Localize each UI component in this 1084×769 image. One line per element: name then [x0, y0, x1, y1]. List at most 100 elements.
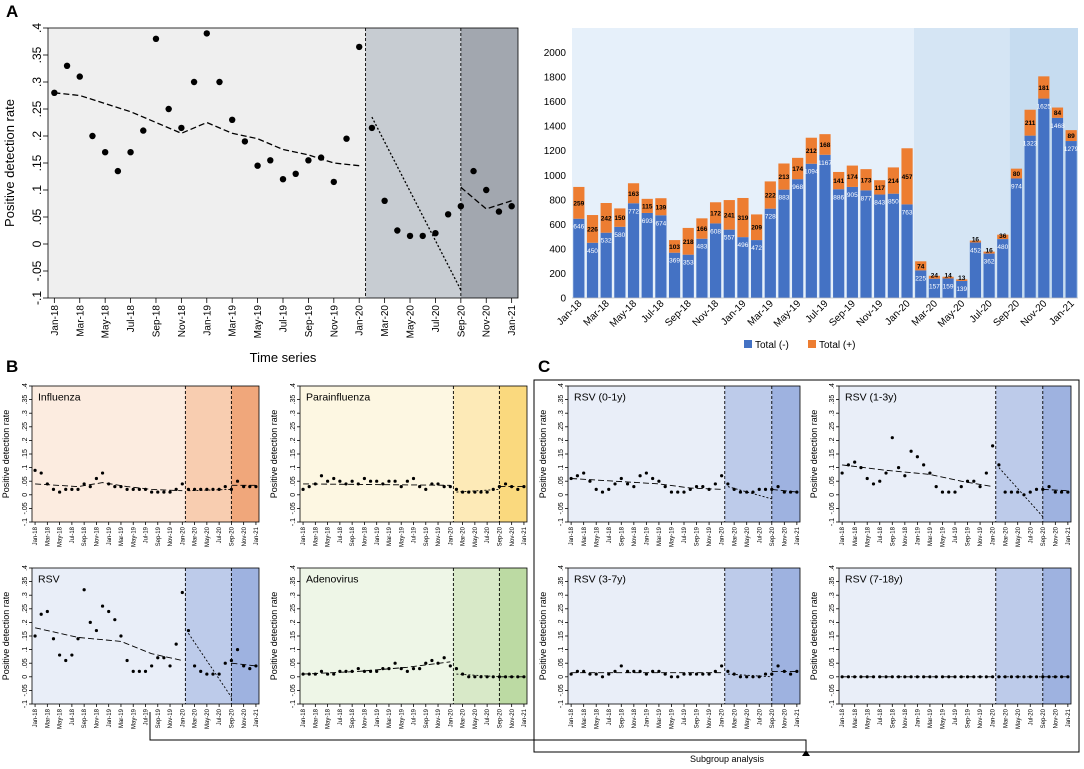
- data-point: [1066, 675, 1070, 679]
- y-tick-label: 0: [290, 675, 297, 679]
- x-tick-label: Jul-20: [757, 526, 763, 543]
- bar-positive: [805, 137, 817, 164]
- data-point: [495, 208, 503, 215]
- data-point: [448, 485, 452, 489]
- y-tick-label: .2: [558, 619, 565, 625]
- data-point: [45, 609, 49, 614]
- bar-negative-label: 772: [628, 208, 639, 215]
- data-point: [350, 479, 354, 483]
- data-point: [88, 485, 92, 489]
- x-tick-label: Jan-20: [180, 708, 186, 727]
- bar-positive-label: 141: [833, 178, 844, 185]
- data-point: [338, 669, 342, 673]
- x-tick-label: Jan-20: [180, 526, 186, 545]
- bar-negative-label: 886: [833, 194, 844, 201]
- data-point: [479, 490, 483, 494]
- y-tick-label: .4: [290, 383, 297, 389]
- bar-positive-label: 84: [1054, 110, 1062, 117]
- C_rsv_7_18-chart: -.1 -.05 0 .05 .1 .15 .2 .25 .3 .35 .4 Jan-18 Mar-18…: [809, 565, 1072, 729]
- data-point: [343, 135, 350, 142]
- data-point: [190, 78, 198, 86]
- x-tick-label: Jul-18: [126, 305, 137, 333]
- data-point: [991, 675, 995, 679]
- x-tick-label: May-20: [406, 305, 417, 339]
- data-point: [575, 669, 580, 673]
- data-point: [430, 658, 434, 663]
- data-point: [70, 653, 74, 657]
- x-tick-label: May-19: [941, 708, 947, 729]
- x-tick-label: Jan-18: [33, 526, 39, 545]
- y-tick-label: 0: [829, 675, 836, 679]
- x-tick-label: Jan-18: [840, 526, 846, 545]
- data-point: [890, 675, 894, 679]
- bar-positive-label: 214: [888, 178, 899, 185]
- x-tick-label: May-19: [670, 708, 676, 729]
- subgroup-label: Subgroup analysis: [690, 754, 765, 764]
- bar-positive: [573, 186, 585, 219]
- y-tick-label: .3: [558, 592, 565, 598]
- data-point: [928, 471, 932, 475]
- bar-positive: [751, 214, 763, 241]
- x-tick-label: Jul-19: [682, 526, 688, 543]
- panel-title: RSV (0-1y): [574, 392, 626, 404]
- y-tick-label: 0: [829, 493, 836, 497]
- x-tick-label: Jul-20: [1028, 526, 1034, 543]
- data-point: [313, 482, 317, 486]
- y-tick-label: .25: [829, 604, 836, 614]
- y-tick-label: .2: [829, 437, 836, 443]
- y-tick-label: .4: [30, 23, 44, 33]
- x-tick-label: Jan-20: [355, 305, 366, 336]
- y-tick-label: .2: [290, 619, 297, 625]
- data-point: [959, 675, 963, 679]
- bar-positive-label: 209: [751, 225, 762, 232]
- x-tick-label: Jan-20: [720, 708, 726, 727]
- data-point: [470, 167, 477, 175]
- x-tick-label: Jan-21: [1066, 526, 1072, 545]
- data-point: [1053, 675, 1057, 679]
- data-point: [1022, 493, 1026, 497]
- y-tick-label: 800: [549, 195, 566, 206]
- data-point: [89, 132, 96, 140]
- bar-negative: [600, 232, 612, 298]
- bar-positive: [833, 171, 845, 190]
- y-tick-label: .35: [30, 46, 44, 63]
- period-2-bg: [995, 568, 1043, 704]
- x-tick-label: Sep-20: [991, 298, 1022, 329]
- y-tick-label: -.05: [558, 684, 565, 696]
- data-point: [319, 669, 324, 673]
- data-point: [770, 487, 774, 491]
- y-tick-label: -.05: [30, 260, 44, 281]
- bar-negative-label: 157: [929, 284, 940, 291]
- bar-positive: [723, 200, 735, 230]
- data-point: [418, 485, 422, 489]
- y-tick-label: .3: [30, 77, 44, 87]
- bar-positive: [997, 234, 1009, 240]
- panel-label-c: C: [538, 357, 551, 376]
- data-point: [375, 669, 379, 673]
- data-point: [594, 672, 598, 676]
- data-point: [657, 669, 661, 673]
- x-tick-label: Jul-19: [412, 708, 418, 725]
- data-point: [419, 232, 426, 240]
- x-tick-label: Nov-18: [903, 526, 909, 546]
- y-tick-label: .4: [290, 565, 297, 571]
- x-tick-label: Jan-18: [301, 526, 307, 545]
- x-tick-label: Jan-21: [522, 526, 528, 545]
- x-tick-label: Jul-19: [682, 708, 688, 725]
- data-point: [192, 664, 197, 668]
- data-point: [199, 487, 203, 491]
- data-point: [178, 124, 185, 132]
- x-tick-label: Nov-18: [363, 526, 369, 546]
- bar-positive: [1010, 168, 1023, 179]
- bar-negative-label: 580: [614, 232, 625, 239]
- bar-negative-label: 1468: [1050, 123, 1065, 130]
- x-tick-label: May-18: [865, 708, 871, 729]
- y-tick-label: .25: [22, 422, 29, 432]
- bar-negative: [1051, 117, 1064, 298]
- bar-negative-label: 483: [696, 244, 707, 251]
- data-point: [192, 487, 197, 491]
- data-point: [726, 482, 730, 486]
- data-point: [600, 490, 605, 494]
- bar-positive-label: 14: [944, 272, 952, 279]
- bar-negative-label: 763: [902, 209, 913, 216]
